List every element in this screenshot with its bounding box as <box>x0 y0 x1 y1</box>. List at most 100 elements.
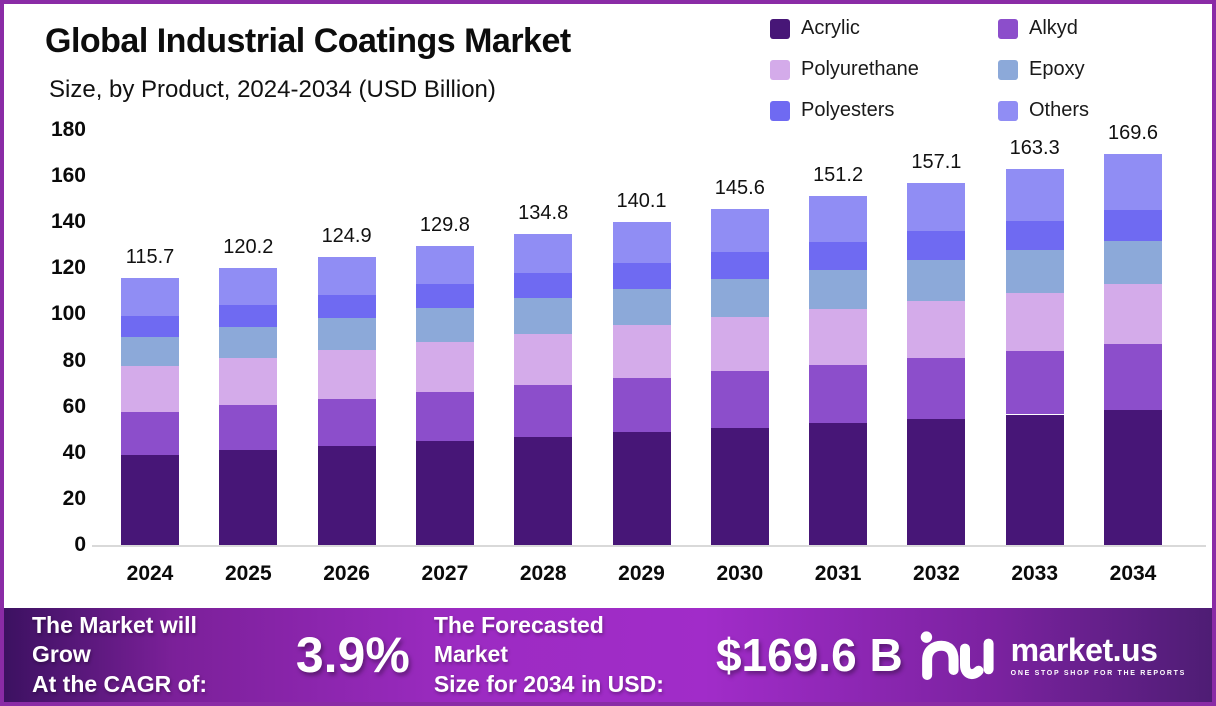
bar-segment-polyesters-2029 <box>612 262 671 289</box>
bar-segment-acrylic-2024 <box>121 454 179 545</box>
bar-segment-polyurethane-2027 <box>415 341 474 392</box>
forecast-label: The Forecasted Market Size for 2034 in U… <box>434 611 682 699</box>
legend-item-polyurethane: Polyurethane <box>770 58 998 81</box>
legend-label-polyurethane: Polyurethane <box>801 58 919 80</box>
brand-name: market.us <box>1010 631 1158 668</box>
bar-segment-polyurethane-2028 <box>514 333 573 385</box>
bar-segment-epoxy-2032 <box>907 259 966 301</box>
cagr-label: The Market will Grow At the CAGR of: <box>32 611 260 699</box>
bar-segment-epoxy-2026 <box>317 317 376 351</box>
bar-segment-polyurethane-2031 <box>809 309 868 365</box>
bar-segment-others-2024 <box>121 278 179 316</box>
x-axis-tick-2030: 2030 <box>716 562 764 585</box>
bar-segment-others-2034 <box>1104 153 1162 211</box>
bar-segment-others-2030 <box>710 209 769 253</box>
legend-swatch-others <box>998 100 1018 121</box>
total-label-2030: 145.6 <box>714 177 765 200</box>
bar-segment-polyurethane-2024 <box>121 366 179 412</box>
forecast-value: $169.6 B <box>715 629 903 681</box>
stacked-bar-2028 <box>514 4 573 545</box>
bar-segment-epoxy-2027 <box>415 307 474 342</box>
legend-item-alkyd: Alkyd <box>998 17 1212 40</box>
total-label-2028: 134.8 <box>518 202 569 225</box>
total-label-2033: 163.3 <box>1009 136 1060 159</box>
bar-segment-others-2025 <box>219 267 278 306</box>
bar-segment-polyurethane-2026 <box>317 350 376 399</box>
bar-segment-alkyd-2026 <box>317 398 376 446</box>
bar-segment-polyurethane-2033 <box>1005 292 1064 352</box>
stacked-bar-chart: 0 20 40 60 80 100 120 140 160 180 115.7 2024 120.2 20… <box>4 4 1212 612</box>
stacked-bar-2033 <box>1005 4 1064 545</box>
bar-segment-epoxy-2024 <box>121 336 179 367</box>
total-label-2034: 169.6 <box>1107 121 1159 144</box>
bar-segment-acrylic-2028 <box>514 436 573 545</box>
total-label-2027: 129.8 <box>419 213 470 236</box>
y-axis-tick-40: 40 <box>62 440 86 464</box>
legend-label-others: Others <box>1029 99 1090 121</box>
bar-segment-epoxy-2033 <box>1005 250 1064 293</box>
forecast-label-line1: The Forecasted Market <box>433 611 604 668</box>
forecast-label-line2: Size for 2034 in USD: <box>433 670 664 697</box>
bar-segment-acrylic-2027 <box>415 441 474 545</box>
bar-segment-polyesters-2026 <box>317 294 376 318</box>
x-axis-tick-2027: 2027 <box>421 562 469 585</box>
bar-segment-acrylic-2034 <box>1104 410 1162 545</box>
bar-segment-polyesters-2034 <box>1104 210 1162 241</box>
y-axis-tick-180: 180 <box>50 118 86 141</box>
stacked-bar-2027 <box>415 4 474 545</box>
legend-swatch-polyesters <box>770 100 790 121</box>
bar-segment-alkyd-2032 <box>907 357 966 419</box>
bar-segment-polyesters-2024 <box>121 315 179 337</box>
y-axis-tick-120: 120 <box>50 256 86 280</box>
bar-segment-alkyd-2034 <box>1104 344 1162 411</box>
x-axis-tick-2032: 2032 <box>913 562 960 585</box>
total-label-2026: 124.9 <box>321 225 372 248</box>
page-subtitle: Size, by Product, 2024-2034 (USD Billion… <box>49 76 496 103</box>
total-label-2029: 140.1 <box>616 189 667 212</box>
bar-segment-alkyd-2030 <box>710 371 769 428</box>
brand-text: market.us ONE STOP SHOP FOR THE REPORTS <box>1011 634 1186 677</box>
brand-tagline: ONE STOP SHOP FOR THE REPORTS <box>1010 669 1186 677</box>
bar-segment-polyesters-2031 <box>809 242 868 270</box>
bar-segment-alkyd-2031 <box>809 364 868 424</box>
legend-label-polyesters: Polyesters <box>801 99 895 121</box>
bar-segment-alkyd-2028 <box>514 384 573 437</box>
bar-segment-others-2027 <box>415 245 474 284</box>
legend-swatch-epoxy <box>998 59 1018 80</box>
y-axis-tick-100: 100 <box>50 302 86 326</box>
x-axis-tick-2033: 2033 <box>1011 562 1059 585</box>
stacked-bar-2030 <box>710 4 769 545</box>
bar-segment-acrylic-2032 <box>907 418 966 545</box>
bar-segment-acrylic-2031 <box>809 423 868 545</box>
bar-segment-others-2026 <box>317 257 376 295</box>
y-axis-tick-20: 20 <box>62 486 86 510</box>
bar-segment-epoxy-2034 <box>1104 240 1162 285</box>
stacked-bar-2026 <box>317 4 376 545</box>
brand-logo: market.us ONE STOP SHOP FOR THE REPORTS <box>917 625 1186 685</box>
x-axis-tick-2026: 2026 <box>323 562 370 585</box>
bar-segment-alkyd-2033 <box>1005 351 1064 415</box>
bar-segment-polyesters-2025 <box>219 305 278 328</box>
bar-segment-polyurethane-2034 <box>1104 284 1162 345</box>
bar-segment-epoxy-2031 <box>809 269 868 310</box>
x-axis-tick-2028: 2028 <box>519 562 567 585</box>
x-axis-tick-2029: 2029 <box>618 562 665 585</box>
cagr-label-line1: The Market will Grow <box>32 611 197 668</box>
y-axis-tick-0: 0 <box>74 533 86 556</box>
total-label-2032: 157.1 <box>911 150 962 173</box>
stacked-bar-2029 <box>612 4 671 545</box>
page-title: Global Industrial Coatings Market <box>45 22 571 60</box>
bar-segment-others-2033 <box>1005 168 1064 221</box>
bar-segment-epoxy-2025 <box>219 327 278 359</box>
legend-label-epoxy: Epoxy <box>1029 58 1085 80</box>
x-axis-tick-2031: 2031 <box>814 562 862 585</box>
bar-segment-alkyd-2025 <box>219 405 278 451</box>
bar-segment-polyesters-2032 <box>907 230 966 260</box>
bar-segment-others-2029 <box>612 221 671 263</box>
bar-segment-acrylic-2029 <box>612 432 671 545</box>
bar-segment-acrylic-2030 <box>710 427 769 545</box>
y-axis-tick-140: 140 <box>50 210 86 234</box>
bar-segment-epoxy-2028 <box>514 298 573 334</box>
bar-segment-polyesters-2028 <box>514 273 573 299</box>
